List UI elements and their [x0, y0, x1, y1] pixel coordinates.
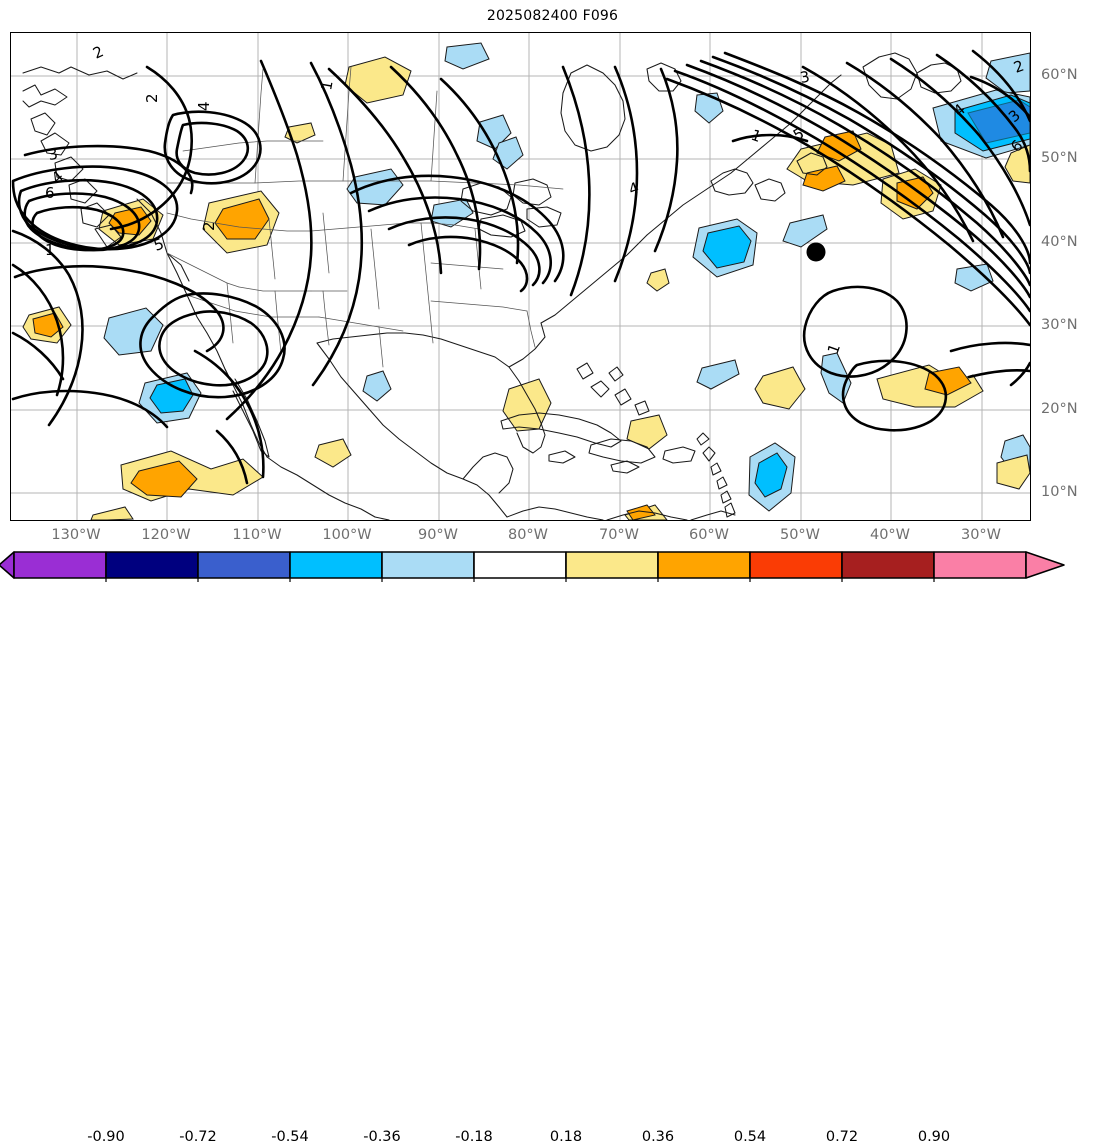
- lat-tick-label: 60°N: [1041, 67, 1078, 83]
- cyclone-center-marker[interactable]: [806, 242, 826, 262]
- contour-label: 4: [626, 179, 641, 199]
- colorbar-swatch: [381, 551, 475, 579]
- lon-tick-label: 130°W: [51, 527, 101, 543]
- lon-tick-label: 60°W: [688, 527, 730, 543]
- shading-patch-warm: [754, 366, 806, 410]
- shading-patch-warm: [626, 504, 656, 520]
- lon-tick-label: 30°W: [960, 527, 1002, 543]
- shading-patch-warm: [802, 165, 846, 192]
- lat-tick-label: 20°N: [1041, 401, 1078, 417]
- lon-tick-label: 40°W: [869, 527, 911, 543]
- shading-patch-cool: [985, 52, 1030, 94]
- colorbar-under-arrow: [0, 551, 15, 579]
- colorbar-tick-label: 0.72: [825, 1129, 859, 1145]
- colorbar-tick-label: -0.72: [179, 1129, 217, 1145]
- colorbar-tick-label: 0.36: [641, 1129, 675, 1145]
- contour-label: 1: [317, 79, 336, 92]
- shading-patch-cool: [702, 225, 752, 269]
- colorbar-swatch: [105, 551, 199, 579]
- shading-patch-cool: [476, 114, 512, 150]
- colorbar-tick-label: -0.36: [363, 1129, 401, 1145]
- lon-tick-label: 50°W: [779, 527, 821, 543]
- shading-patch-warm: [130, 460, 198, 498]
- contour-label: 6: [45, 184, 55, 202]
- shading-patch-warm: [646, 268, 670, 292]
- colorbar-swatch: [933, 551, 1027, 579]
- shading-patch-cool: [754, 452, 788, 498]
- shading-patch-cool: [103, 307, 164, 356]
- colorbar-swatch: [473, 551, 567, 579]
- colorbar-tick-label: 0.90: [917, 1129, 951, 1145]
- contour-label: 4: [195, 101, 213, 111]
- lat-tick-label: 30°N: [1041, 317, 1078, 333]
- colorbar-tick-label: -0.18: [455, 1129, 493, 1145]
- colorbar-swatch: [197, 551, 291, 579]
- colorbar-swatch: [289, 551, 383, 579]
- lon-tick-label: 70°W: [598, 527, 640, 543]
- colorbar-swatch: [13, 551, 107, 579]
- lat-tick-label: 40°N: [1041, 234, 1078, 250]
- lat-tick-label: 50°N: [1041, 150, 1078, 166]
- colorbar-tick-label: 0.18: [549, 1129, 583, 1145]
- colorbar-swatch: [565, 551, 659, 579]
- lon-tick-label: 80°W: [507, 527, 549, 543]
- colorbar-tick-label: 0.54: [733, 1129, 767, 1145]
- anomaly-shading-layer: [22, 42, 1030, 520]
- page-title: 2025082400 F096: [486, 8, 619, 24]
- shading-patch-warm: [502, 378, 552, 432]
- colorbar-tick-label: -0.90: [87, 1129, 125, 1145]
- contour-label: 1: [824, 341, 844, 356]
- colorbar-swatch: [749, 551, 843, 579]
- shading-patch-cool: [782, 214, 828, 248]
- contour-label: 1: [45, 241, 55, 259]
- lon-tick-label: 120°W: [141, 527, 191, 543]
- colorbar-ticks: [105, 578, 935, 582]
- contour-label: 3: [47, 145, 59, 164]
- shading-patch-warm: [314, 438, 352, 468]
- lon-tick-label: 100°W: [322, 527, 372, 543]
- graticule-grid: [11, 33, 1030, 520]
- colorbar-svg: [0, 551, 1065, 582]
- colorbar-tick-label: -0.54: [271, 1129, 309, 1145]
- shading-patch-cool: [696, 359, 740, 390]
- contour-label: 2: [200, 221, 218, 231]
- shading-patch-cool: [694, 92, 724, 124]
- lat-tick-label: 10°N: [1041, 484, 1078, 500]
- colorbar-swatch: [841, 551, 935, 579]
- shading-patch-cool: [444, 42, 490, 70]
- contour-label: 3: [799, 68, 812, 87]
- map-plot-area[interactable]: 3 4 6 5 1 2 2 4 2 1 1 5 3 3 6 4 4 1 2: [10, 32, 1031, 521]
- forecast-chart-page: 2025082400 F096: [0, 8, 1105, 1145]
- lon-tick-label: 90°W: [417, 527, 459, 543]
- contour-label: 2: [143, 93, 161, 103]
- shading-patch-cool: [430, 198, 474, 228]
- contour-layer: [11, 49, 1030, 485]
- colorbar[interactable]: -0.90 -0.72 -0.54 -0.36 -0.18 0.18 0.36 …: [0, 548, 1105, 1145]
- shading-patch-warm: [90, 506, 134, 520]
- shading-patch-cool: [954, 263, 994, 292]
- shading-patch-warm: [1004, 144, 1030, 184]
- contour-label: 2: [90, 42, 106, 62]
- shading-patch-warm: [924, 366, 972, 396]
- contour-label-layer: 3 4 6 5 1 2 2 4 2 1 1 5 3 3 6 4 4 1 2: [45, 42, 1027, 356]
- colorbar-swatch: [657, 551, 751, 579]
- map-canvas: 3 4 6 5 1 2 2 4 2 1 1 5 3 3 6 4 4 1 2: [11, 33, 1030, 520]
- colorbar-over-arrow: [1025, 551, 1065, 579]
- shading-patch-cool: [362, 370, 392, 402]
- lon-tick-label: 110°W: [232, 527, 282, 543]
- shading-patch-warm: [996, 454, 1030, 490]
- shading-patch-warm: [626, 414, 668, 450]
